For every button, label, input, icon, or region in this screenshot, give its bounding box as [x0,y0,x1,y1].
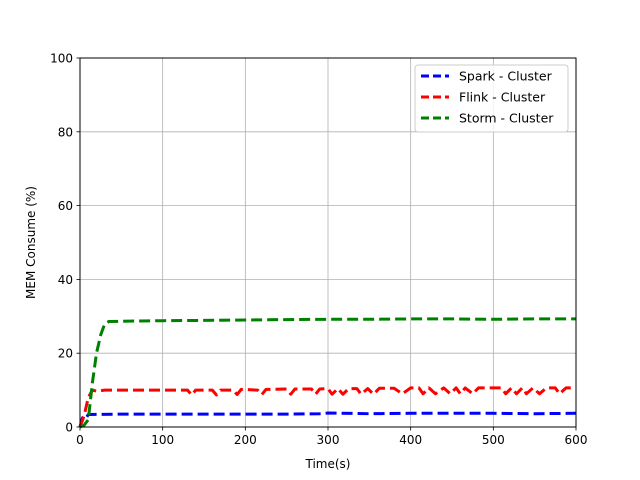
legend-label: Spark - Cluster [459,69,553,84]
x-tick-label: 300 [317,433,340,447]
series-line-1 [78,411,577,428]
axis-ticks: 0 100 200 300 400 500 600 0 20 40 60 80 100 [50,52,587,448]
y-tick-label: 20 [58,347,73,361]
series-layer [78,317,577,429]
x-tick-label: 400 [399,433,422,447]
y-axis-label: MEM Consume (%) [24,186,38,299]
x-tick-label: 500 [482,433,505,447]
series-line-3 [79,317,576,429]
x-axis-label: Time(s) [305,457,351,471]
x-tick-label: 200 [234,433,257,447]
legend: Spark - Cluster Flink - Cluster Storm - Cl… [414,64,569,133]
x-tick-label: 0 [76,433,84,447]
y-tick-label: 80 [58,125,73,139]
series-line-2 [78,386,576,428]
legend-label: Storm - Cluster [459,111,554,126]
x-tick-label: 100 [151,433,174,447]
y-tick-label: 60 [58,199,73,213]
legend-label: Flink - Cluster [459,90,546,105]
y-tick-label: 100 [50,52,73,66]
x-tick-label: 600 [565,433,588,447]
legend-box [414,64,569,133]
y-tick-label: 0 [65,421,73,435]
y-tick-label: 40 [58,273,73,287]
